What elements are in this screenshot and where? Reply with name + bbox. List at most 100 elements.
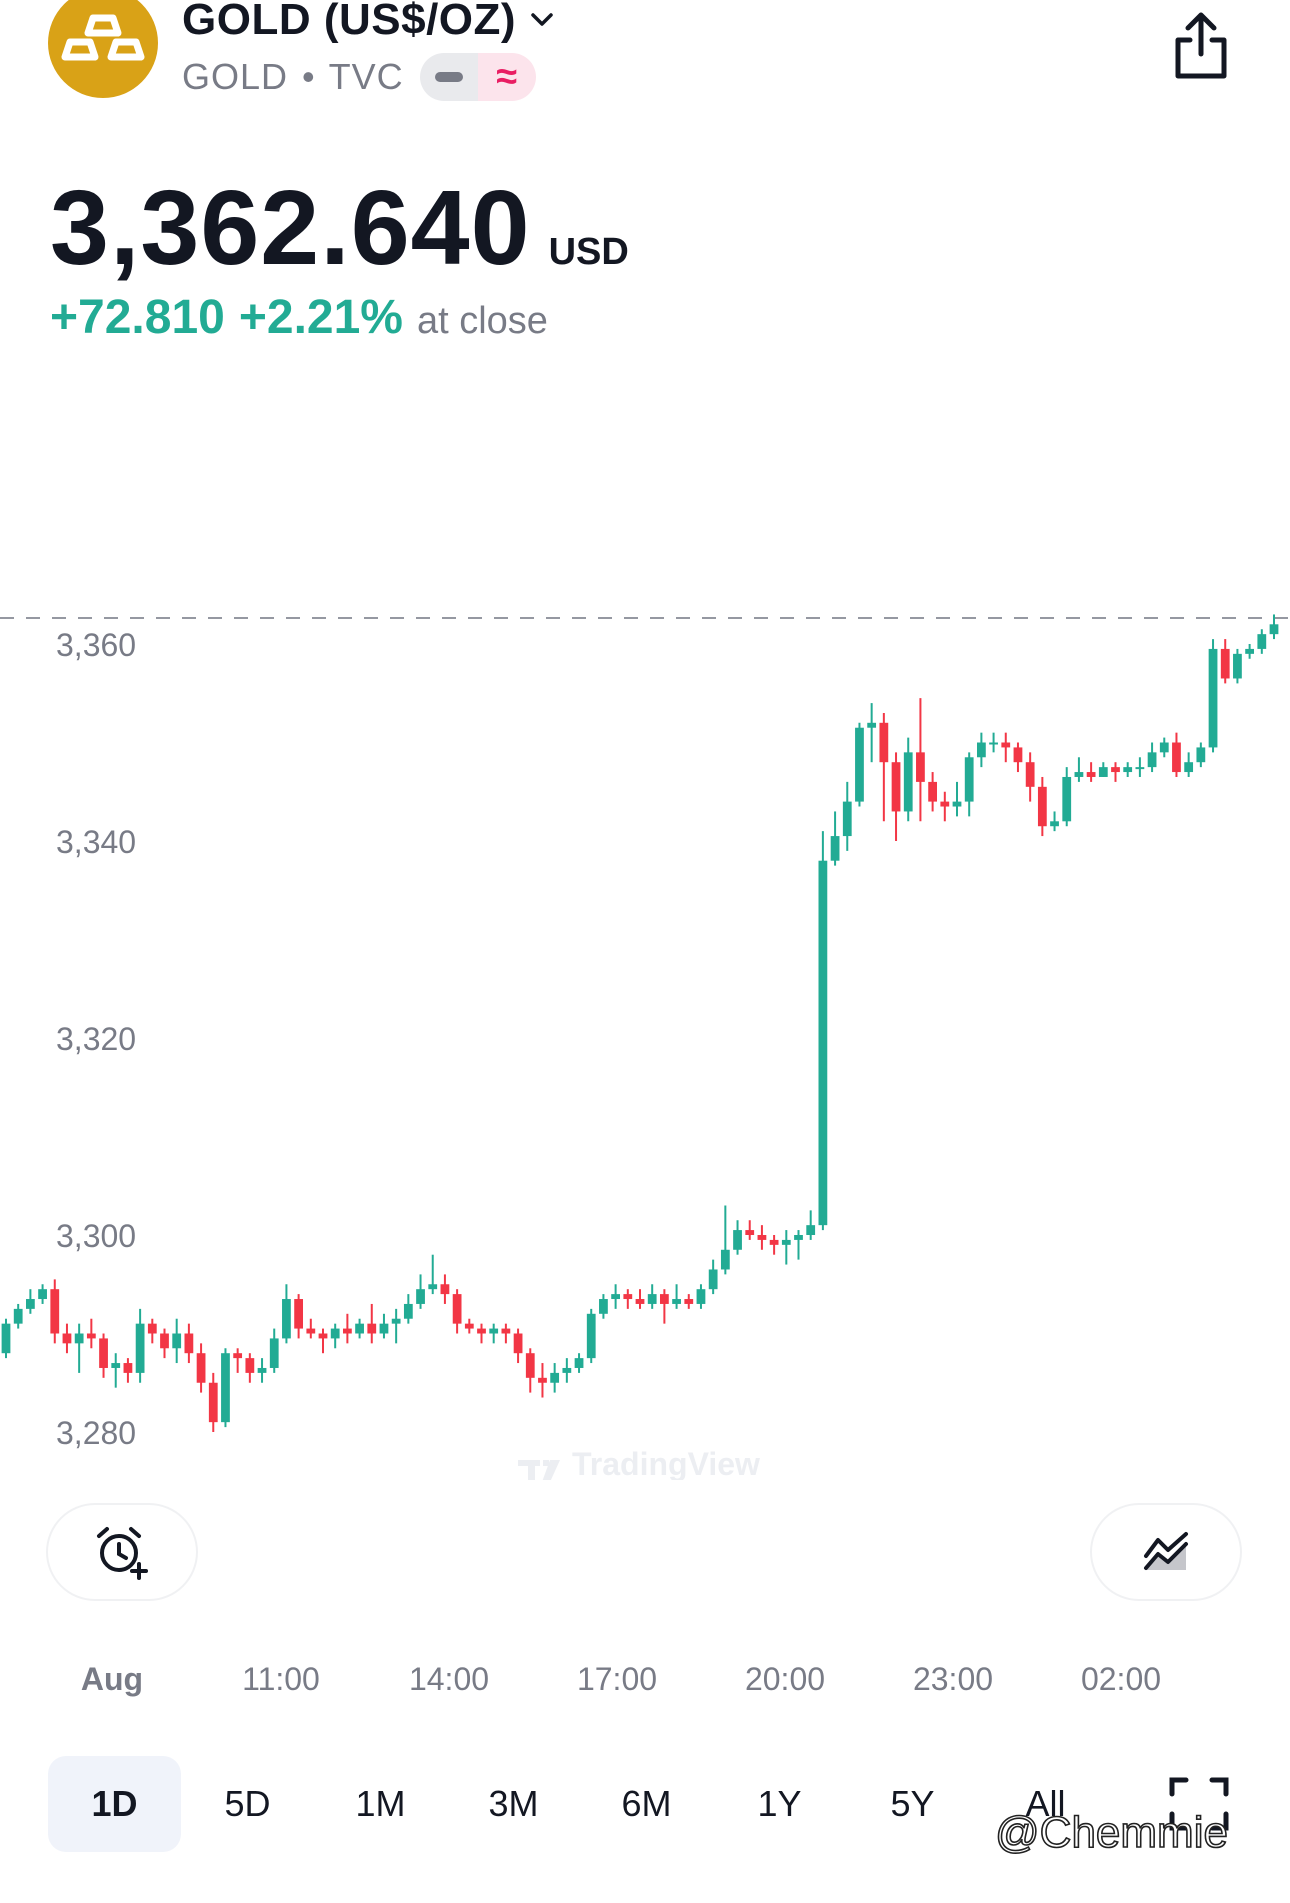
range-5y-button[interactable]: 5Y xyxy=(890,1783,935,1824)
candle xyxy=(830,811,840,866)
candle xyxy=(379,1313,389,1339)
candle xyxy=(50,1279,60,1344)
candle xyxy=(611,1284,621,1309)
candle xyxy=(147,1318,157,1344)
candle xyxy=(74,1323,84,1373)
candle xyxy=(672,1284,681,1309)
candle xyxy=(952,781,962,817)
candle xyxy=(1111,762,1120,782)
range-1m-button[interactable]: 1M xyxy=(355,1783,406,1824)
currency-label: USD xyxy=(548,231,629,273)
candle xyxy=(550,1363,560,1393)
y-tick-label: 3,360 xyxy=(56,627,136,663)
candle xyxy=(25,1289,35,1314)
fullscreen-icon[interactable] xyxy=(1168,1776,1230,1832)
range-1d-button[interactable]: 1D xyxy=(48,1756,181,1852)
candle xyxy=(1123,762,1133,777)
candle xyxy=(1196,742,1206,768)
candle xyxy=(208,1372,218,1432)
candle xyxy=(916,698,925,822)
candle xyxy=(111,1353,121,1388)
candle xyxy=(330,1323,340,1349)
candle xyxy=(964,752,974,817)
candle xyxy=(1220,639,1230,684)
candle xyxy=(221,1348,230,1428)
y-tick-label: 3,280 xyxy=(56,1415,136,1451)
candle xyxy=(525,1348,535,1393)
candle xyxy=(708,1259,718,1295)
candle xyxy=(38,1284,47,1304)
range-all-button[interactable]: All xyxy=(1025,1783,1066,1824)
x-tick-label: Aug xyxy=(81,1661,143,1697)
candle xyxy=(245,1353,255,1383)
candle xyxy=(306,1318,316,1339)
candle xyxy=(403,1294,413,1324)
candle xyxy=(1147,742,1157,773)
candle xyxy=(1086,762,1096,782)
candle xyxy=(294,1294,304,1339)
range-6m-button[interactable]: 6M xyxy=(621,1783,672,1824)
candle xyxy=(720,1205,730,1275)
candle xyxy=(1172,732,1181,777)
candle xyxy=(513,1328,523,1364)
candle xyxy=(1,1318,11,1359)
exchange-name: TVC xyxy=(328,56,404,97)
candle xyxy=(976,732,986,768)
candle xyxy=(562,1358,572,1383)
range-5d-button[interactable]: 5D xyxy=(224,1783,271,1824)
candle xyxy=(1037,776,1047,837)
candle xyxy=(1001,732,1011,763)
candle xyxy=(318,1328,328,1354)
candle xyxy=(794,1230,803,1260)
range-1y-button[interactable]: 1Y xyxy=(757,1783,802,1824)
chevron-down-icon[interactable] xyxy=(528,6,556,34)
user-watermark: @Chemmie xyxy=(994,1807,1229,1858)
candle xyxy=(867,703,877,763)
candle xyxy=(647,1284,657,1309)
candle xyxy=(342,1313,352,1344)
delayed-data-icon: ≈ xyxy=(477,53,536,101)
candle xyxy=(1013,742,1023,773)
range-selector[interactable]: 1D 5D 1M 3M 6M 1Y 5Y All xyxy=(48,1756,1112,1852)
candle xyxy=(1184,752,1194,777)
indicators-icon xyxy=(1144,1532,1188,1570)
candle xyxy=(184,1323,194,1364)
candle xyxy=(855,722,864,807)
x-tick-label: 14:00 xyxy=(409,1661,489,1697)
x-tick-label: 20:00 xyxy=(745,1661,825,1697)
symbol-selector[interactable]: GOLD (US$/OZ) xyxy=(182,0,556,48)
share-icon[interactable] xyxy=(1170,10,1232,82)
market-status-pill[interactable]: ≈ xyxy=(419,53,536,101)
alarm-plus-icon xyxy=(97,1527,148,1580)
candle xyxy=(477,1323,486,1344)
candle xyxy=(233,1348,243,1373)
x-tick-label: 11:00 xyxy=(242,1661,320,1697)
candle xyxy=(99,1333,108,1378)
candle xyxy=(1135,757,1145,777)
candle xyxy=(1233,648,1242,684)
candle xyxy=(1245,644,1255,659)
candle xyxy=(891,752,901,841)
candle xyxy=(1208,639,1218,753)
candle xyxy=(1257,629,1267,654)
x-tick-label: 02:00 xyxy=(1081,1661,1161,1697)
indicators-button[interactable] xyxy=(1092,1505,1240,1599)
candle xyxy=(599,1294,608,1319)
candle xyxy=(196,1343,206,1393)
candle xyxy=(440,1274,450,1304)
candle xyxy=(416,1274,425,1309)
symbol-title[interactable]: GOLD (US$/OZ) xyxy=(182,0,517,44)
candle xyxy=(940,791,950,822)
candle xyxy=(135,1308,145,1383)
separator-dot: • xyxy=(302,56,315,97)
price-chart[interactable]: 3,360 3,340 3,320 3,300 3,280 TradingView xyxy=(0,600,1290,1480)
candle xyxy=(733,1220,742,1255)
candle xyxy=(86,1318,96,1349)
range-3m-button[interactable]: 3M xyxy=(488,1783,539,1824)
candle xyxy=(781,1230,791,1265)
session-status: at close xyxy=(416,300,548,342)
candle xyxy=(879,712,889,822)
add-alert-button[interactable] xyxy=(48,1505,196,1599)
candle xyxy=(355,1318,364,1339)
candle xyxy=(257,1358,267,1383)
